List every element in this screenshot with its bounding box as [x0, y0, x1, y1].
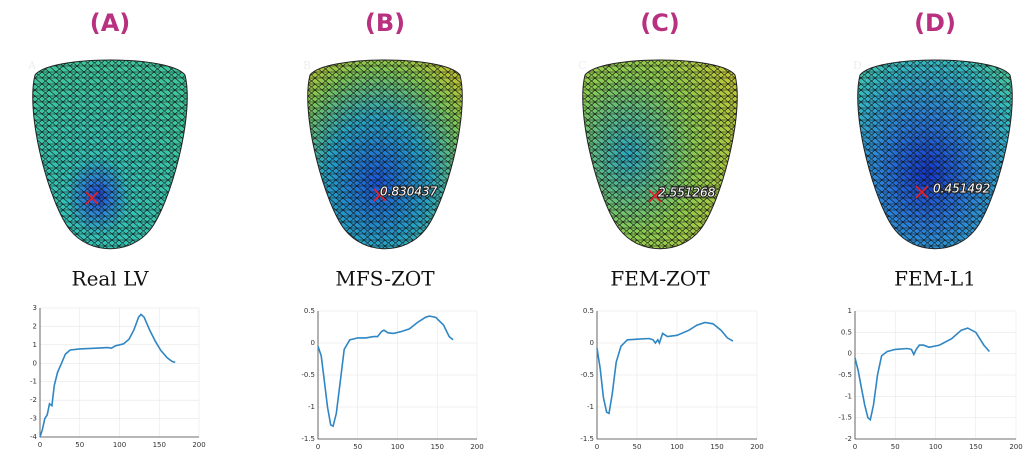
y-tick-label: -0.5: [580, 371, 594, 379]
panel-label: (D): [914, 9, 956, 37]
mesh-caption: Real LV: [72, 267, 149, 291]
x-tick-label: 100: [670, 443, 683, 451]
x-tick-label: 100: [929, 443, 942, 451]
axes: [596, 311, 757, 440]
y-tick-label: 0: [33, 359, 37, 367]
marker: [373, 188, 387, 202]
mesh-label: A: [27, 59, 37, 72]
y-tick-label: -0.5: [838, 371, 852, 379]
x-tick-label: 50: [633, 443, 642, 451]
x-tick-label: 200: [192, 441, 205, 449]
panel-label: (B): [365, 9, 405, 37]
y-tick-label: 1: [33, 341, 37, 349]
x-tick-label: 50: [75, 441, 84, 449]
mesh-grid: [307, 59, 463, 250]
x-tick-label: 0: [316, 443, 320, 451]
marker: [85, 191, 99, 205]
x-tick-label: 50: [353, 443, 362, 451]
axes: [854, 311, 1016, 440]
data-line: [854, 327, 991, 422]
panel-label: (C): [640, 9, 680, 37]
mesh-caption: FEM-L1: [894, 267, 976, 291]
x-tick-label: 150: [153, 441, 166, 449]
y-tick-label: -1: [30, 378, 37, 386]
mesh-grid: [857, 59, 1013, 250]
y-tick-label: 1: [848, 307, 852, 315]
mesh-grid: [582, 59, 738, 250]
marker: [915, 185, 929, 199]
y-tick-label: -2: [30, 396, 37, 404]
mesh-grid: [32, 59, 188, 250]
y-tick-label: -0.5: [301, 371, 315, 379]
mesh-label: D: [853, 59, 862, 72]
x-tick-label: 0: [853, 443, 857, 451]
y-tick-label: -1: [587, 403, 594, 411]
y-tick-label: 0.5: [583, 307, 594, 315]
data-line: [39, 313, 176, 438]
x-tick-label: 200: [750, 443, 763, 451]
y-tick-label: -1: [308, 403, 315, 411]
x-tick-label: 200: [1009, 443, 1022, 451]
y-tick-label: 0.5: [841, 328, 852, 336]
annotation: 0.830437: [380, 185, 438, 199]
x-tick-label: 0: [38, 441, 42, 449]
mesh-caption: FEM-ZOT: [610, 267, 710, 291]
x-tick-label: 150: [969, 443, 982, 451]
y-tick-label: -1.5: [838, 414, 852, 422]
x-tick-label: 150: [710, 443, 723, 451]
axes: [317, 311, 477, 440]
x-tick-label: 100: [113, 441, 126, 449]
mesh-caption: MFS-ZOT: [335, 267, 435, 291]
y-tick-label: -1.5: [580, 435, 594, 443]
x-tick-label: 200: [470, 443, 483, 451]
y-tick-label: 3: [33, 304, 37, 312]
x-tick-label: 0: [595, 443, 599, 451]
y-tick-label: -4: [30, 433, 38, 441]
y-tick-label: -3: [30, 415, 37, 423]
data-line: [596, 321, 734, 415]
marker: [648, 189, 662, 203]
panel-label: (A): [90, 9, 131, 37]
mesh-label: B: [303, 59, 311, 72]
y-tick-label: 0: [848, 350, 852, 358]
data-line: [317, 315, 454, 428]
y-tick-label: 0.5: [304, 307, 315, 315]
y-tick-label: -2: [845, 435, 852, 443]
annotation: 2.551268: [658, 186, 716, 200]
y-tick-label: -1: [845, 392, 852, 400]
y-tick-label: 2: [33, 322, 37, 330]
x-tick-label: 100: [391, 443, 404, 451]
mesh-label: C: [578, 59, 586, 72]
x-tick-label: 50: [891, 443, 900, 451]
y-tick-label: 0: [590, 339, 594, 347]
y-tick-label: 0: [311, 339, 315, 347]
x-tick-label: 150: [431, 443, 444, 451]
annotation: 0.451492: [933, 182, 990, 196]
y-tick-label: -1.5: [301, 435, 315, 443]
